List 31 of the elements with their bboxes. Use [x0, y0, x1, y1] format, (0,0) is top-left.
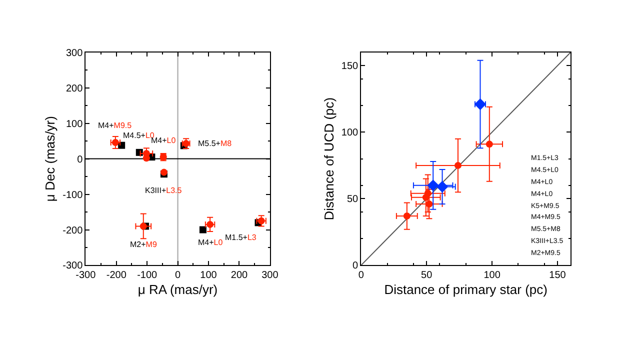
- y-tick-label: -100: [62, 190, 84, 201]
- y-tick-label: 100: [66, 118, 84, 130]
- y-tick-label: 100: [341, 128, 359, 139]
- y-tick-label: 0: [352, 260, 359, 272]
- x-tick-label: -100: [137, 270, 158, 282]
- y-tick-label: 300: [66, 48, 84, 59]
- y-tick-label: 0: [77, 154, 84, 166]
- y-axis-title: μ Dec (mas/yr): [42, 116, 58, 202]
- y-tick-label: 200: [66, 83, 84, 94]
- y-tick-label: 50: [346, 194, 359, 206]
- x-tick-label: 100: [484, 270, 501, 282]
- x-tick-label: 0: [175, 270, 182, 282]
- x-tick-label: 150: [549, 270, 566, 282]
- annotation: M2+M9: [130, 240, 158, 249]
- x-tick-label: -200: [106, 270, 127, 282]
- x-tick-label: 200: [230, 270, 248, 282]
- x-tick-label: 50: [421, 270, 433, 282]
- y-tick-label: -200: [62, 225, 84, 236]
- x-tick-label: 100: [200, 270, 218, 282]
- y-tick-label: -300: [62, 260, 84, 272]
- annotation: M1.5+L3: [225, 233, 257, 242]
- annotation: M5.5+M8: [198, 139, 232, 148]
- y-axis-title: Distance of UCD (pc): [321, 97, 336, 220]
- y-tick-label: 150: [341, 61, 359, 72]
- x-axis-title: μ RA (mas/yr): [138, 282, 218, 297]
- x-tick-label: 300: [262, 270, 279, 282]
- x-tick-label: -300: [76, 270, 96, 282]
- x-axis-title: Distance of primary star (pc): [384, 282, 548, 297]
- annotation: K3III+L3.5: [145, 186, 182, 195]
- annotation: M4+L0: [198, 238, 224, 247]
- annotation: M4+M9.5: [98, 121, 132, 130]
